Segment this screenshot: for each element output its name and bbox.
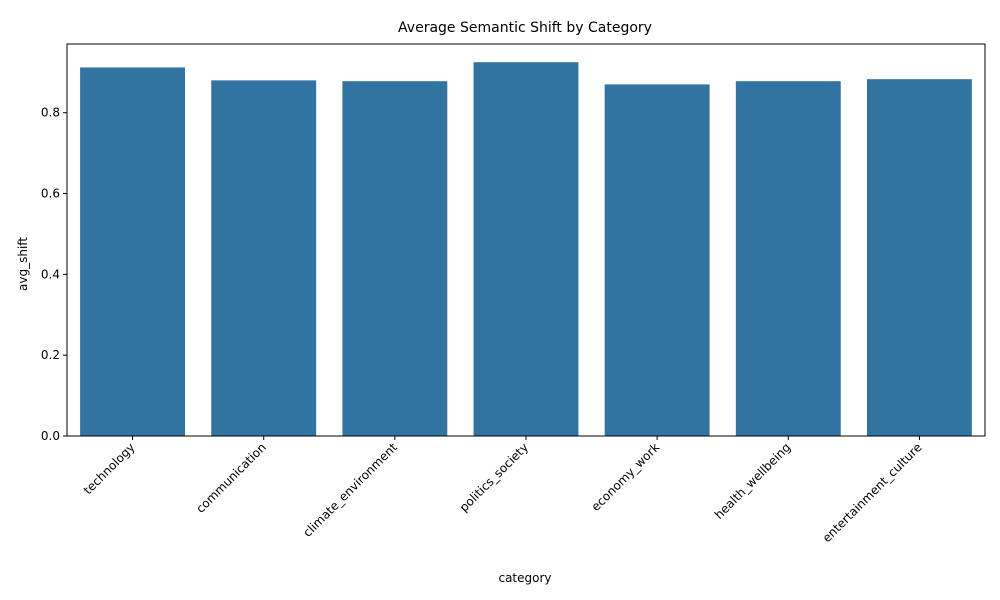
bars-group xyxy=(80,62,972,437)
y-tick-label: 0.6 xyxy=(41,187,60,201)
x-axis-label: category xyxy=(498,571,551,585)
bar-communication xyxy=(211,80,317,437)
bar-entertainment_culture xyxy=(866,79,972,436)
bar-politics_society xyxy=(473,62,579,436)
y-tick-label: 0.8 xyxy=(41,106,60,120)
bar-economy_work xyxy=(604,84,710,436)
y-axis-ticks: 0.0 0.2 0.4 0.6 0.8 xyxy=(41,106,67,443)
chart-title: Average Semantic Shift by Category xyxy=(398,20,652,36)
y-tick-label: 0.0 xyxy=(41,429,60,443)
y-axis-label: avg_shift xyxy=(16,237,30,291)
plot-frame xyxy=(66,43,986,437)
bar-health_wellbeing xyxy=(735,81,841,437)
y-tick-label: 0.2 xyxy=(41,348,60,362)
bar-technology xyxy=(80,67,186,436)
bar-climate_environment xyxy=(342,81,448,437)
y-tick-label: 0.4 xyxy=(41,267,60,281)
